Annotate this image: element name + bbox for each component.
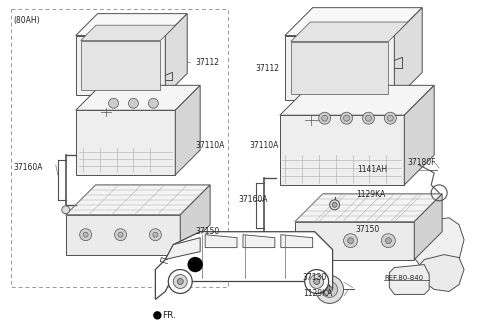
Text: 37150: 37150 <box>356 225 380 234</box>
Polygon shape <box>205 235 237 248</box>
Polygon shape <box>81 41 160 90</box>
Circle shape <box>177 279 183 284</box>
Polygon shape <box>243 235 275 248</box>
Polygon shape <box>76 110 175 175</box>
Polygon shape <box>417 255 464 291</box>
Text: 1129KA: 1129KA <box>303 289 332 298</box>
Text: 37150: 37150 <box>195 227 219 236</box>
Text: 37160A: 37160A <box>238 195 267 204</box>
Text: 37112: 37112 <box>255 64 279 73</box>
Polygon shape <box>395 8 422 100</box>
Text: 37110A: 37110A <box>249 141 278 149</box>
Circle shape <box>310 238 316 244</box>
Polygon shape <box>404 85 434 185</box>
Circle shape <box>322 115 328 121</box>
Circle shape <box>316 276 344 303</box>
Polygon shape <box>291 42 388 94</box>
Polygon shape <box>66 185 210 215</box>
Polygon shape <box>165 14 187 95</box>
Circle shape <box>348 238 353 244</box>
Bar <box>11 9 228 287</box>
Text: (80AH): (80AH) <box>13 16 39 25</box>
Text: 1141AH: 1141AH <box>358 165 388 175</box>
Circle shape <box>322 282 337 298</box>
Circle shape <box>344 234 358 248</box>
Text: FR.: FR. <box>162 311 176 320</box>
Circle shape <box>382 234 396 248</box>
Polygon shape <box>76 14 187 36</box>
Polygon shape <box>66 215 180 255</box>
Polygon shape <box>291 22 408 42</box>
Circle shape <box>83 232 88 237</box>
Text: 37112: 37112 <box>195 58 219 67</box>
Circle shape <box>149 229 161 241</box>
Polygon shape <box>280 115 404 185</box>
Circle shape <box>148 98 158 108</box>
Circle shape <box>387 115 393 121</box>
Circle shape <box>332 202 337 207</box>
Polygon shape <box>414 194 442 260</box>
Circle shape <box>154 312 161 319</box>
Circle shape <box>62 206 70 214</box>
Text: 37110A: 37110A <box>195 141 225 149</box>
Polygon shape <box>281 235 312 248</box>
Text: 37160A: 37160A <box>13 164 42 172</box>
Polygon shape <box>175 85 200 175</box>
Text: 1129KA: 1129KA <box>357 190 386 199</box>
Circle shape <box>365 115 372 121</box>
Polygon shape <box>156 232 333 300</box>
Circle shape <box>344 115 349 121</box>
Circle shape <box>326 286 333 292</box>
Circle shape <box>80 229 92 241</box>
Circle shape <box>314 279 320 284</box>
Polygon shape <box>411 218 464 278</box>
Polygon shape <box>81 25 176 41</box>
Circle shape <box>153 232 158 237</box>
Circle shape <box>115 229 127 241</box>
Circle shape <box>330 200 339 210</box>
Circle shape <box>118 232 123 237</box>
Circle shape <box>129 98 138 108</box>
Text: 37180F: 37180F <box>408 158 436 166</box>
Circle shape <box>188 258 202 271</box>
Polygon shape <box>285 8 422 36</box>
Polygon shape <box>389 265 429 294</box>
Circle shape <box>385 238 391 244</box>
Circle shape <box>168 269 192 293</box>
Polygon shape <box>280 85 434 115</box>
Circle shape <box>108 98 119 108</box>
Circle shape <box>341 112 352 124</box>
Polygon shape <box>165 238 200 260</box>
Polygon shape <box>76 85 200 110</box>
Polygon shape <box>295 194 442 222</box>
Polygon shape <box>285 36 395 100</box>
Polygon shape <box>76 36 165 95</box>
Text: REF.80-840: REF.80-840 <box>384 274 423 281</box>
Circle shape <box>362 112 374 124</box>
Circle shape <box>384 112 396 124</box>
Polygon shape <box>295 222 414 260</box>
Circle shape <box>310 275 324 288</box>
Circle shape <box>319 112 331 124</box>
Circle shape <box>306 234 320 248</box>
Circle shape <box>259 233 269 243</box>
Circle shape <box>305 269 329 293</box>
Text: 37130: 37130 <box>303 273 327 282</box>
Polygon shape <box>180 185 210 255</box>
Circle shape <box>173 275 187 288</box>
